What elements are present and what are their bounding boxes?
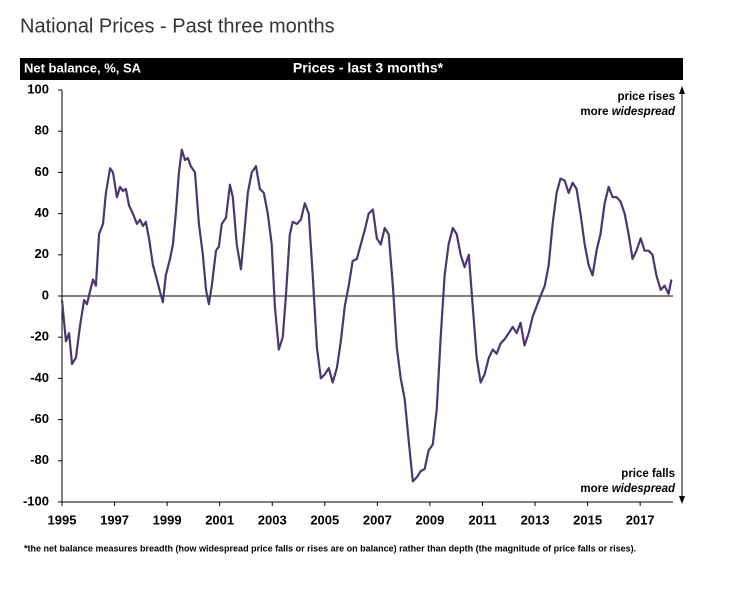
x-tick-label: 2015 — [573, 512, 602, 527]
annotation-text: more — [580, 483, 611, 495]
x-tick-label: 2005 — [310, 512, 339, 527]
y-tick-label: -80 — [30, 452, 49, 467]
footnote: *the net balance measures breadth (how w… — [24, 543, 636, 553]
y-tick-label: -40 — [30, 370, 49, 385]
price-line — [60, 148, 673, 483]
x-tick-label: 2009 — [415, 512, 444, 527]
y-tick-label: 20 — [35, 246, 49, 261]
annotation-bottom-1: price falls — [621, 468, 675, 480]
x-tick-label: 2011 — [468, 512, 496, 527]
x-tick-label: 1997 — [100, 512, 129, 527]
x-tick-label: 1999 — [153, 512, 182, 527]
x-tick-label: 2003 — [258, 512, 287, 527]
y-tick-label: -60 — [30, 411, 49, 426]
y-tick-label: 40 — [35, 205, 49, 220]
x-tick-label: 1995 — [48, 512, 77, 527]
y-tick-label: -20 — [30, 329, 49, 344]
y-tick-label: -100 — [23, 493, 49, 508]
x-tick-label: 2001 — [205, 512, 234, 527]
annotation-italic: widespread — [612, 483, 676, 495]
annotation-top-1: price rises — [617, 91, 675, 103]
header-center: Prices - last 3 months* — [293, 60, 444, 76]
header-bar — [20, 58, 683, 80]
x-tick-label: 2017 — [626, 512, 655, 527]
y-tick-label: 80 — [35, 123, 49, 138]
x-tick-label: 2007 — [363, 512, 392, 527]
annotation-text: more — [580, 106, 611, 118]
annotation-bottom-2: more widespread — [580, 483, 676, 495]
y-tick-label: 60 — [35, 164, 49, 179]
y-tick-label: 0 — [42, 287, 49, 302]
x-tick-label: 2013 — [521, 512, 550, 527]
chart-title: National Prices - Past three months — [20, 15, 335, 37]
y-tick-label: 100 — [27, 81, 49, 96]
annotation-top-2: more widespread — [580, 106, 676, 118]
header-left: Net balance, %, SA — [24, 60, 142, 75]
annotation-italic: widespread — [612, 106, 676, 118]
